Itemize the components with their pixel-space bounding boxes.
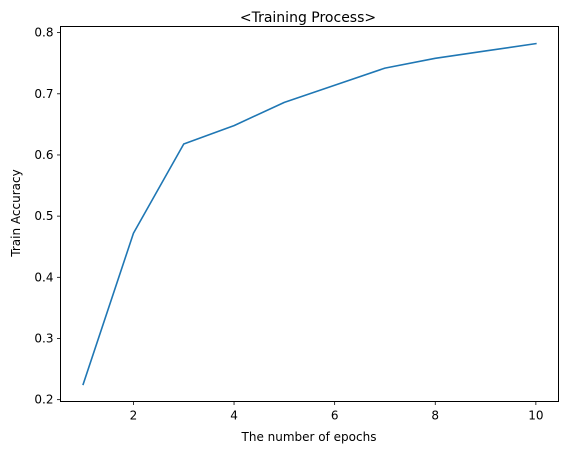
x-tick-label: 4: [230, 409, 238, 423]
y-tick-label: 0.3: [34, 331, 53, 345]
series-layer: [82, 42, 537, 386]
plot-area: 2 4 6 8 10 0.2 0.3 0.4 0.5 0.6 0.7 0.8: [34, 26, 559, 423]
x-ticks: 2 4 6 8 10: [130, 401, 544, 423]
y-tick-label: 0.2: [34, 393, 53, 407]
plot-frame: [60, 26, 559, 402]
x-tick-label: 10: [528, 409, 543, 423]
x-tick-label: 8: [431, 409, 439, 423]
y-tick-label: 0.8: [34, 26, 53, 40]
x-axis-label: The number of epochs: [241, 430, 377, 444]
series-line: [82, 42, 537, 386]
x-tick-label: 2: [130, 409, 138, 423]
y-tick-label: 0.4: [34, 270, 53, 284]
chart-title: <Training Process>: [240, 10, 376, 26]
y-ticks: 0.2 0.3 0.4 0.5 0.6 0.7 0.8: [34, 26, 61, 407]
y-tick-label: 0.6: [34, 148, 53, 162]
y-axis-label: Train Accuracy: [9, 169, 23, 257]
y-tick-label: 0.7: [34, 87, 53, 101]
y-tick-label: 0.5: [34, 209, 53, 223]
x-tick-label: 6: [331, 409, 339, 423]
